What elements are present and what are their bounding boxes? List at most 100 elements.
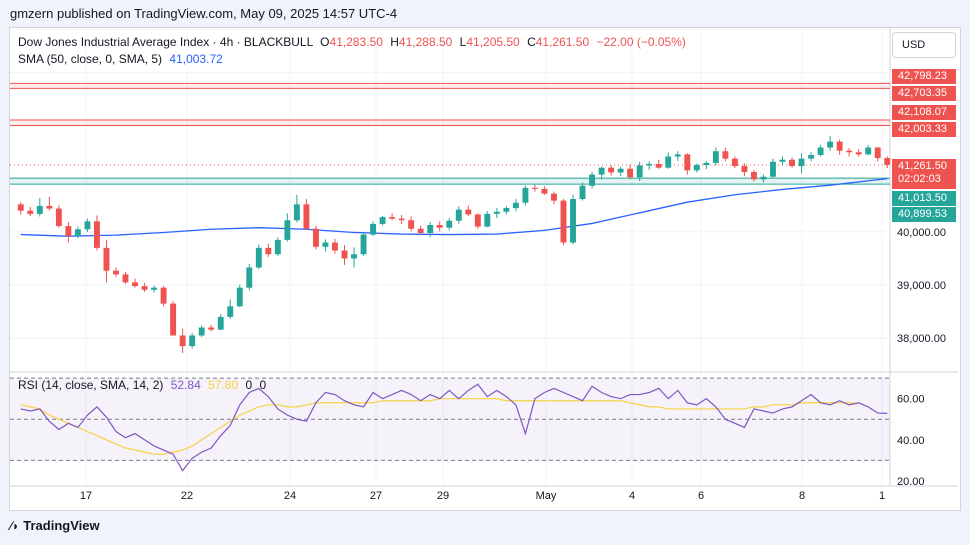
candle-body <box>465 209 472 215</box>
candle-body <box>55 208 62 227</box>
candle-body <box>541 188 548 194</box>
rsi-extra-2: 0 <box>259 378 267 392</box>
candle-body <box>332 242 338 251</box>
price-tick-label: 38,000.00 <box>897 333 946 345</box>
rsi-value: 52.84 <box>170 378 201 392</box>
support-zone <box>10 178 890 185</box>
candle-body <box>551 193 557 201</box>
candle-body <box>284 220 291 240</box>
sma-legend[interactable]: SMA (50, close, 0, SMA, 5) 41,003.72 <box>18 52 223 66</box>
candle-body <box>160 287 167 304</box>
zones <box>10 82 890 185</box>
candle-body <box>798 158 805 167</box>
candle-body <box>27 210 34 214</box>
candle-body <box>322 242 329 247</box>
candle-body <box>789 159 795 167</box>
candle-body <box>379 217 386 224</box>
candle-body <box>151 287 158 290</box>
candle-body <box>236 287 243 307</box>
candle-body <box>179 335 186 347</box>
candle-body <box>493 211 500 214</box>
sma-layer <box>20 177 888 237</box>
candle-body <box>531 187 538 189</box>
candle-body <box>217 316 224 330</box>
high-value: 41,288.50 <box>398 35 453 49</box>
candle-body <box>503 208 510 212</box>
resistance-top-2-tag: 42,108.07 <box>892 105 956 120</box>
candle-body <box>627 168 634 178</box>
candle-body <box>255 247 262 268</box>
time-tick-label: 27 <box>370 490 382 502</box>
time-tick-label: 1 <box>879 490 885 502</box>
resistance-bottom-1-tag: 42,703.35 <box>892 86 956 101</box>
rsi-extra-1: 0 <box>245 378 253 392</box>
candle-body <box>617 168 624 173</box>
candle-body <box>779 159 786 162</box>
low-label: L <box>459 35 467 49</box>
candle-body <box>189 335 196 347</box>
candle-body <box>474 214 481 227</box>
candle-body <box>846 150 853 153</box>
published-caption: gmzern published on TradingView.com, May… <box>10 6 398 21</box>
candle-body <box>408 220 415 229</box>
candle-body <box>693 165 700 171</box>
time-tick-label: 6 <box>698 490 704 502</box>
candle-body <box>512 202 519 209</box>
sma-label: SMA (50, close, 0, SMA, 5) <box>18 52 163 66</box>
candle-body <box>170 303 177 336</box>
candle-body <box>132 282 138 287</box>
candle-body <box>246 267 253 288</box>
rsi-sma-value: 57.80 <box>208 378 239 392</box>
countdown-value: 02:02:03 <box>898 173 941 185</box>
candle-body <box>636 165 643 178</box>
currency-button[interactable]: USD <box>892 32 956 58</box>
time-tick-label: 22 <box>181 490 193 502</box>
candle-body <box>36 205 43 214</box>
close-label: C <box>527 35 536 49</box>
candle-body <box>227 306 234 317</box>
axis-labels: 40,000.00 39,000.00 38,000.00 60.00 40.00 20.… <box>80 227 946 502</box>
candle-body <box>817 147 824 155</box>
candle-body <box>836 141 843 151</box>
rsi-tick-label: 40.00 <box>897 435 925 447</box>
candle-body <box>274 239 281 255</box>
support-bottom-tag: 40,899.53 <box>892 207 956 222</box>
candle-body <box>770 161 776 177</box>
candle-body <box>351 254 357 259</box>
time-tick-label: May <box>536 490 557 502</box>
candle-body <box>646 163 653 166</box>
candle-body <box>446 220 453 228</box>
candle-body <box>579 185 586 200</box>
candle-body <box>65 226 72 237</box>
candle-body <box>293 204 300 221</box>
candle-body <box>122 274 129 283</box>
candle-body <box>46 205 53 209</box>
candle-body <box>484 213 491 227</box>
time-tick-label: 4 <box>629 490 635 502</box>
price-tick-label: 40,000.00 <box>897 227 946 239</box>
candle-body <box>608 167 615 173</box>
candle-body <box>703 162 710 166</box>
candle-body <box>103 247 110 271</box>
candle-body <box>198 327 205 336</box>
candle-body <box>436 225 443 228</box>
candle-body <box>141 286 148 290</box>
candle-body <box>684 154 691 171</box>
candle-body <box>731 158 738 167</box>
time-tick-label: 8 <box>799 490 805 502</box>
tradingview-logo[interactable]: ⁄◗ TradingView <box>10 518 100 533</box>
time-tick-label: 24 <box>284 490 296 502</box>
rsi-tick-label: 20.00 <box>897 476 925 488</box>
price-tick-label: 39,000.00 <box>897 280 946 292</box>
candle-body <box>455 209 462 221</box>
support-top-tag: 41,013.50 <box>892 191 956 206</box>
candle-body <box>865 147 872 155</box>
rsi-legend[interactable]: RSI (14, close, SMA, 14, 2) 52.84 57.80 … <box>18 378 266 392</box>
tradingview-icon: ⁄◗ <box>10 519 20 533</box>
candle-body <box>760 176 767 180</box>
candle-body <box>17 204 24 211</box>
main-legend[interactable]: Dow Jones Industrial Average Index · 4h … <box>18 35 686 49</box>
candle-body <box>84 221 91 230</box>
change-value: −22.00 (−0.05%) <box>596 35 686 49</box>
